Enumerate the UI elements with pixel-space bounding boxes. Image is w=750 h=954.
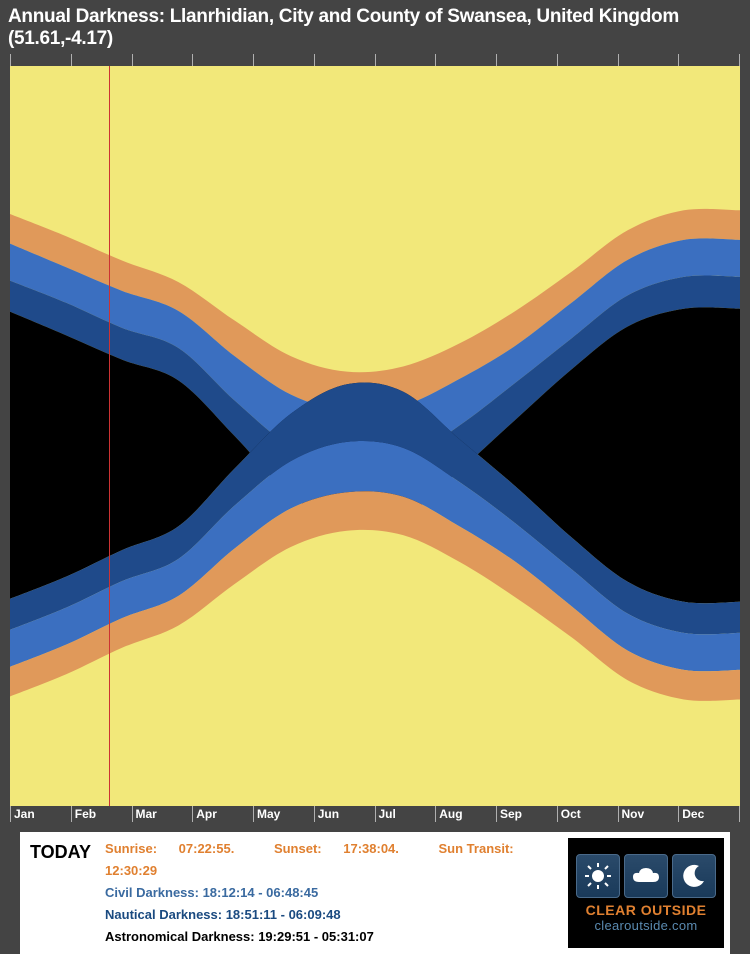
darkness-chart [10,66,740,806]
chart-month-axis: JanFebMarAprMayJunJulAugSepOctNovDec [10,806,740,822]
page-title: Annual Darkness: Llanrhidian, City and C… [0,0,750,54]
month-label: Dec [678,806,740,822]
month-label: Jun [314,806,375,822]
brand-icons [576,854,716,898]
nautical-darkness-row: Nautical Darkness: 18:51:11 - 06:09:48 [105,904,560,926]
moon-icon [672,854,716,898]
brand-url: clearoutside.com [594,918,697,933]
chart-bands [10,66,740,806]
month-label: May [253,806,314,822]
month-label: Jul [375,806,436,822]
sun-icon [576,854,620,898]
brand-name: CLEAR OUTSIDE [586,902,707,918]
sunrise-text: Sunrise: 07:22:55. [105,841,252,856]
civil-darkness-row: Civil Darkness: 18:12:14 - 06:48:45 [105,882,560,904]
cloud-icon [624,854,668,898]
astronomical-darkness-row: Astronomical Darkness: 19:29:51 - 05:31:… [105,926,560,948]
month-label: Apr [192,806,253,822]
month-label: Nov [618,806,679,822]
footer-panel: TODAY Sunrise: 07:22:55. Sunset: 17:38:0… [20,832,730,954]
sunset-text: Sunset: 17:38:04. [274,841,417,856]
month-label: Sep [496,806,557,822]
month-label: Jan [10,806,71,822]
month-label: Mar [132,806,193,822]
month-label: Aug [435,806,496,822]
today-label: TODAY [30,842,91,863]
chart-top-ticks [10,54,740,66]
today-marker [109,66,110,806]
month-label: Feb [71,806,132,822]
month-label: Oct [557,806,618,822]
footer-info: Sunrise: 07:22:55. Sunset: 17:38:04. Sun… [105,838,560,948]
sun-times-row: Sunrise: 07:22:55. Sunset: 17:38:04. Sun… [105,838,560,882]
brand-box[interactable]: CLEAR OUTSIDE clearoutside.com [568,838,724,948]
today-label-box: TODAY [30,838,97,948]
